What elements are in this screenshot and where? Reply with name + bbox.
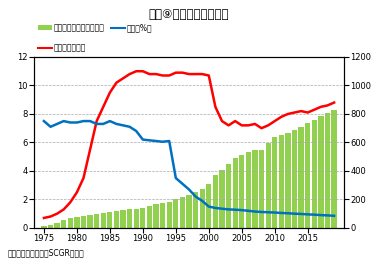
- Bar: [48, 225, 53, 228]
- Bar: [167, 202, 172, 228]
- Bar: [285, 133, 291, 228]
- Bar: [74, 217, 79, 228]
- Bar: [200, 189, 205, 228]
- Bar: [299, 127, 304, 228]
- Bar: [87, 215, 93, 228]
- Bar: [107, 212, 113, 228]
- Bar: [140, 208, 146, 228]
- Bar: [232, 158, 238, 228]
- Bar: [180, 197, 185, 228]
- Bar: [252, 150, 257, 228]
- Bar: [272, 138, 277, 228]
- Bar: [147, 206, 152, 228]
- Bar: [121, 210, 126, 228]
- Bar: [239, 155, 245, 228]
- Bar: [133, 209, 139, 228]
- Bar: [292, 130, 297, 228]
- Bar: [160, 203, 165, 228]
- Bar: [305, 123, 310, 228]
- Bar: [127, 209, 132, 228]
- Bar: [213, 175, 218, 228]
- Bar: [54, 223, 60, 228]
- Bar: [325, 113, 330, 228]
- Title: 図表⑨　国債発行と残高: 図表⑨ 国債発行と残高: [149, 8, 229, 21]
- Bar: [226, 164, 231, 228]
- Legend: 利払費（兆円）: 利払費（兆円）: [38, 44, 86, 53]
- Bar: [332, 110, 337, 228]
- Bar: [101, 213, 106, 228]
- Bar: [114, 211, 119, 228]
- Bar: [219, 170, 225, 228]
- Text: （出所：財務省よりSCGR作成）: （出所：財務省よりSCGR作成）: [8, 249, 84, 258]
- Bar: [206, 184, 211, 228]
- Bar: [173, 199, 178, 228]
- Bar: [94, 214, 99, 228]
- Bar: [193, 192, 198, 228]
- Bar: [265, 143, 271, 228]
- Bar: [41, 226, 46, 228]
- Bar: [279, 135, 284, 228]
- Bar: [259, 149, 264, 228]
- Bar: [153, 204, 159, 228]
- Bar: [312, 120, 317, 228]
- Bar: [68, 218, 73, 228]
- Bar: [186, 195, 192, 228]
- Bar: [61, 220, 66, 228]
- Bar: [246, 152, 251, 228]
- Bar: [81, 216, 86, 228]
- Bar: [318, 116, 324, 228]
